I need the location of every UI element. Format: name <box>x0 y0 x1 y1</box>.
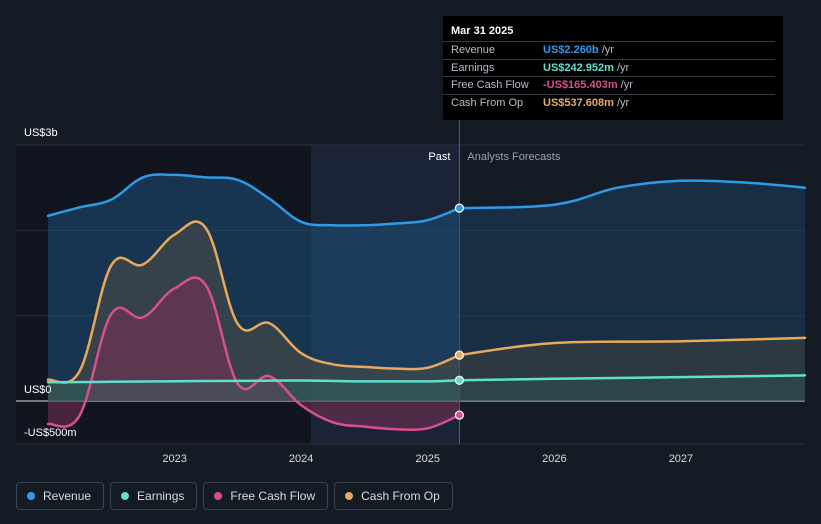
series-lines <box>46 173 807 432</box>
tooltip-panel: Mar 31 2025 Revenue US$2.260b /yr Earnings… <box>443 16 783 120</box>
earnings-line <box>46 379 461 384</box>
legend-dot-icon <box>121 492 130 500</box>
legend-label: Cash From Op <box>361 489 440 503</box>
legend-item-free-cash-flow[interactable]: Free Cash Flow <box>203 482 329 510</box>
free_cash_flow-area <box>48 277 460 430</box>
legend-item-earnings[interactable]: Earnings <box>110 482 198 510</box>
revenue-area-forecast <box>459 180 805 401</box>
y-label-zero: US$0 <box>24 384 52 396</box>
forecast-label: Analysts Forecasts <box>467 151 560 163</box>
past-label: Past <box>428 151 450 163</box>
legend-item-revenue[interactable]: Revenue <box>16 482 105 510</box>
earnings-area-past <box>48 380 460 401</box>
free_cash_flow-line <box>46 276 461 432</box>
legend: Revenue Earnings Free Cash Flow Cash From O… <box>16 482 453 512</box>
tooltip-label: Earnings <box>451 61 495 74</box>
tooltip-row-free-cash-flow: Free Cash Flow -US$165.403m /yr <box>443 76 775 94</box>
free_cash_flow-marker <box>454 410 465 420</box>
tooltip-row-earnings: Earnings US$242.952m /yr <box>443 58 775 77</box>
axis-labels: US$3b US$0 -US$500m Past Analysts Forecasts 2… <box>24 127 693 465</box>
tooltip-value: -US$165.403m /yr <box>543 79 633 91</box>
y-label-top: US$3b <box>24 127 58 139</box>
x-tick-label: 2023 <box>162 453 186 465</box>
legend-item-cash-from-op[interactable]: Cash From Op <box>334 482 453 510</box>
legend-dot-icon <box>345 492 354 500</box>
cash_from_op-forecast-line <box>458 336 807 357</box>
revenue-line <box>46 173 461 227</box>
legend-label: Free Cash Flow <box>230 489 316 503</box>
tooltip-unit: /yr <box>617 96 630 109</box>
tooltip-row-revenue: Revenue US$2.260b /yr <box>443 41 775 59</box>
tooltip-value: US$537.608m /yr <box>543 96 630 109</box>
x-tick-label: 2024 <box>289 453 313 465</box>
tooltip-unit: /yr <box>620 79 633 91</box>
revenue-marker <box>454 203 465 213</box>
tooltip-label: Cash From Op <box>451 96 524 109</box>
earnings-marker <box>454 375 465 385</box>
cash_from_op-marker <box>454 350 465 360</box>
series-areas <box>48 174 805 430</box>
tooltip-value: US$2.260b /yr <box>543 44 614 56</box>
tooltip-unit: /yr <box>617 61 630 74</box>
earnings-forecast-line <box>458 374 807 382</box>
y-label-bottom: -US$500m <box>24 427 77 439</box>
series-markers <box>454 203 465 420</box>
legend-label: Earnings <box>137 489 185 503</box>
cash_from_op-area-forecast <box>459 337 805 401</box>
legend-label: Revenue <box>43 489 92 503</box>
earnings-area-forecast <box>459 375 805 401</box>
x-tick-label: 2027 <box>669 453 693 465</box>
tooltip-date: Mar 31 2025 <box>451 25 514 37</box>
tooltip-value: US$242.952m /yr <box>543 61 630 74</box>
legend-dot-icon <box>27 492 35 500</box>
legend-dot-icon <box>214 492 223 500</box>
cash_from_op-line <box>46 220 461 384</box>
revenue-forecast-line <box>458 179 807 210</box>
x-tick-label: 2026 <box>542 453 566 465</box>
tooltip-unit: /yr <box>601 44 614 56</box>
x-tick-label: 2025 <box>416 453 440 465</box>
tooltip-row-cash-from-op: Cash From Op US$537.608m /yr <box>443 93 775 112</box>
tooltip-label: Revenue <box>451 44 496 56</box>
tooltip-label: Free Cash Flow <box>451 79 529 91</box>
